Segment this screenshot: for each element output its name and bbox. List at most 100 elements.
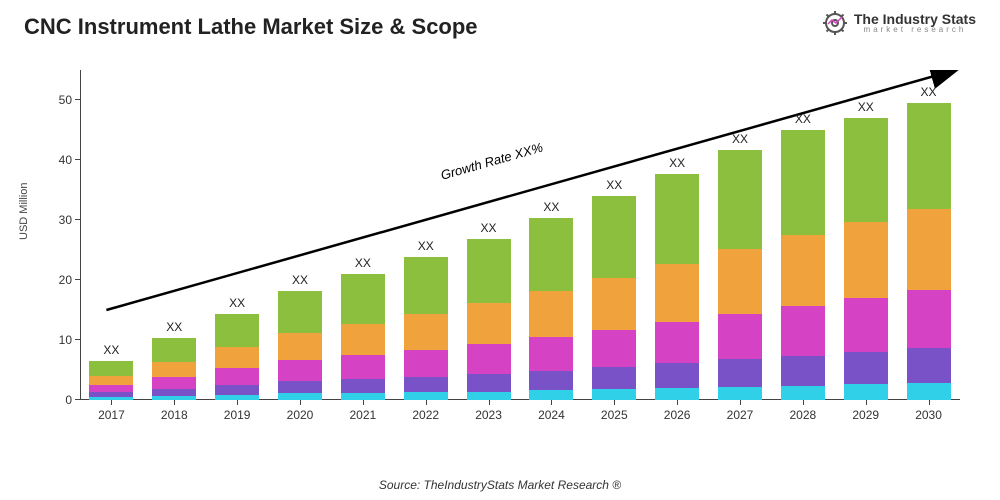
- bar-value-label: XX: [795, 112, 811, 126]
- x-tick-mark: [237, 400, 238, 405]
- bar-segment: [467, 239, 511, 304]
- bar-segment: [592, 389, 636, 400]
- bar-segment: [718, 314, 762, 360]
- x-axis-line: [80, 399, 960, 400]
- bar-segment: [215, 368, 259, 385]
- x-tick-mark: [111, 400, 112, 405]
- logo-line1: The Industry Stats: [854, 12, 976, 26]
- bar: [404, 257, 448, 400]
- bar-segment: [781, 306, 825, 356]
- bar-segment: [278, 360, 322, 381]
- x-tick-label: 2018: [161, 408, 188, 422]
- bar-value-label: XX: [229, 296, 245, 310]
- bar-segment: [404, 350, 448, 377]
- bar-segment: [89, 361, 133, 376]
- bar-segment: [592, 367, 636, 389]
- bar-segment: [215, 347, 259, 368]
- x-tick-label: 2020: [287, 408, 314, 422]
- bar-segment: [467, 303, 511, 344]
- bar-segment: [341, 393, 385, 400]
- bar-value-label: XX: [418, 239, 434, 253]
- bar-segment: [404, 392, 448, 400]
- x-tick-label: 2019: [224, 408, 251, 422]
- x-tick-label: 2024: [538, 408, 565, 422]
- gear-icon: [822, 10, 848, 36]
- bar: [844, 118, 888, 400]
- bar-segment: [278, 291, 322, 333]
- x-tick-mark: [300, 400, 301, 405]
- bar-segment: [781, 130, 825, 235]
- bar-segment: [844, 352, 888, 384]
- bar-value-label: XX: [921, 85, 937, 99]
- bar: [467, 239, 511, 400]
- bar-segment: [152, 377, 196, 389]
- bar-value-label: XX: [292, 273, 308, 287]
- trend-arrow: [80, 70, 960, 430]
- x-tick-label: 2027: [727, 408, 754, 422]
- bar-segment: [89, 385, 133, 392]
- bar-segment: [844, 222, 888, 298]
- bar-segment: [467, 392, 511, 400]
- bar-segment: [529, 291, 573, 337]
- logo-line2: market research: [854, 26, 976, 34]
- x-tick-mark: [551, 400, 552, 405]
- bar-segment: [529, 371, 573, 391]
- bar-segment: [592, 278, 636, 330]
- x-tick-label: 2021: [349, 408, 376, 422]
- bar-segment: [655, 363, 699, 388]
- bar-segment: [907, 103, 951, 209]
- y-tick-label: 50: [42, 93, 72, 107]
- bar-segment: [467, 374, 511, 391]
- bar: [215, 314, 259, 400]
- bar: [152, 338, 196, 400]
- bar-value-label: XX: [732, 132, 748, 146]
- x-tick-label: 2030: [915, 408, 942, 422]
- y-tick-label: 10: [42, 333, 72, 347]
- x-tick-mark: [614, 400, 615, 405]
- bar-segment: [655, 174, 699, 264]
- bar: [718, 150, 762, 400]
- x-tick-label: 2023: [475, 408, 502, 422]
- bar-segment: [592, 330, 636, 367]
- x-tick-mark: [677, 400, 678, 405]
- x-tick-label: 2025: [601, 408, 628, 422]
- bar: [278, 291, 322, 400]
- x-tick-mark: [174, 400, 175, 405]
- bar-segment: [844, 118, 888, 222]
- bar-segment: [529, 337, 573, 371]
- y-tick-label: 30: [42, 213, 72, 227]
- bar-segment: [781, 356, 825, 386]
- bar-segment: [404, 377, 448, 393]
- brand-logo: The Industry Stats market research: [822, 10, 976, 36]
- bar: [655, 174, 699, 400]
- bar-segment: [907, 209, 951, 291]
- bar-segment: [89, 376, 133, 385]
- bar-segment: [404, 257, 448, 314]
- x-tick-label: 2026: [664, 408, 691, 422]
- source-caption: Source: TheIndustryStats Market Research…: [0, 478, 1000, 492]
- x-tick-mark: [426, 400, 427, 405]
- bar: [341, 274, 385, 400]
- x-tick-label: 2017: [98, 408, 125, 422]
- bar-segment: [341, 355, 385, 379]
- bar-value-label: XX: [355, 256, 371, 270]
- bar-segment: [152, 362, 196, 377]
- bar-segment: [907, 290, 951, 348]
- bar-segment: [529, 218, 573, 291]
- bar-segment: [341, 324, 385, 355]
- bar: [907, 103, 951, 400]
- bar-value-label: XX: [543, 200, 559, 214]
- chart-title: CNC Instrument Lathe Market Size & Scope: [24, 14, 478, 40]
- bar: [592, 196, 636, 400]
- chart-container: CNC Instrument Lathe Market Size & Scope…: [0, 0, 1000, 500]
- bar-segment: [655, 388, 699, 400]
- bar-segment: [781, 386, 825, 400]
- y-tick-label: 20: [42, 273, 72, 287]
- bar-value-label: XX: [166, 320, 182, 334]
- bar-segment: [278, 381, 322, 393]
- bar-value-label: XX: [606, 178, 622, 192]
- bar-segment: [781, 235, 825, 306]
- bar-value-label: XX: [103, 343, 119, 357]
- bar-segment: [655, 264, 699, 322]
- y-tick-label: 0: [42, 393, 72, 407]
